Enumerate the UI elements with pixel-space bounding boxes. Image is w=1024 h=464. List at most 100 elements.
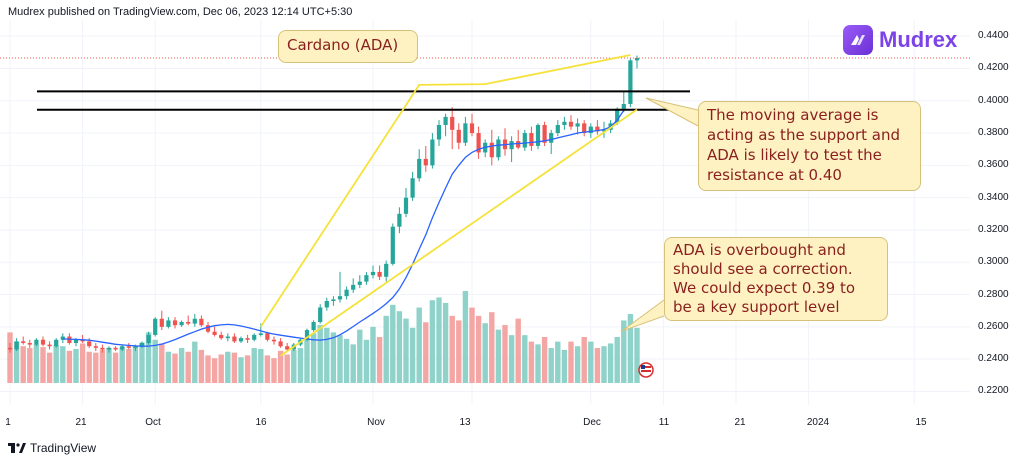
volume-bar: [304, 338, 310, 383]
volume-bar: [145, 332, 152, 383]
candle-body: [555, 124, 560, 134]
candle-body: [304, 330, 310, 340]
candle-body: [54, 339, 59, 347]
candle-body: [601, 129, 607, 132]
candle-body: [186, 321, 191, 324]
y-tick-label: 0.3400: [978, 191, 1009, 203]
y-tick-label: 0.3600: [978, 159, 1009, 171]
candle-body: [166, 320, 171, 327]
candle-body: [621, 103, 626, 109]
candle-body: [357, 281, 362, 285]
published-header: Mudrex published on TradingView.com, Dec…: [8, 6, 353, 18]
candle-body: [212, 331, 217, 335]
candle-body: [219, 334, 224, 339]
volume-bar: [139, 342, 145, 383]
volume-bar: [165, 351, 172, 383]
volume-bar: [251, 348, 257, 383]
volume-bar: [238, 357, 244, 383]
volume-bar: [607, 343, 614, 383]
candle-body: [377, 271, 382, 277]
candle-body: [73, 339, 79, 343]
candle-body: [331, 299, 336, 302]
volume-bar: [185, 351, 191, 383]
volume-bar: [79, 343, 86, 383]
volume-bar: [594, 348, 601, 383]
candle-body: [265, 333, 270, 340]
volume-bars: [7, 291, 640, 383]
note-line: ADA is likely to test the: [707, 146, 882, 164]
volume-bar: [350, 344, 356, 383]
volume-bar: [73, 348, 79, 383]
volume-bar: [271, 358, 277, 383]
y-tick-label: 0.4400: [978, 30, 1009, 42]
volume-bar: [363, 339, 370, 383]
candle-body: [469, 123, 475, 134]
volume-bar: [172, 353, 178, 383]
brand-name: Mudrex: [879, 27, 958, 52]
volume-bar: [152, 339, 158, 383]
volume-bar: [132, 346, 139, 383]
x-tick-label: 11: [658, 417, 670, 428]
candle-body: [14, 341, 19, 350]
volume-bar: [126, 348, 132, 383]
y-tick-label: 0.3000: [978, 256, 1009, 268]
candle-body: [21, 341, 26, 343]
volume-bar: [53, 345, 59, 383]
candle-body: [384, 263, 389, 277]
volume-bar: [416, 307, 422, 383]
note-line: ADA is overbought and: [673, 241, 846, 259]
candle-body: [450, 116, 455, 130]
volume-bar: [258, 348, 264, 383]
candle-body: [311, 321, 316, 331]
volume-bar: [449, 315, 455, 383]
candle-body: [40, 339, 46, 345]
volume-bar: [574, 346, 581, 383]
candle-body: [318, 307, 323, 322]
volume-bar: [291, 349, 297, 383]
candle-body: [535, 124, 541, 146]
candle-body: [463, 123, 468, 143]
volume-bar: [390, 304, 396, 383]
candle-body: [337, 296, 343, 300]
volume-bar: [475, 315, 482, 383]
moving-average-line: [62, 110, 625, 347]
candle-body: [146, 334, 151, 343]
candle-body: [403, 197, 409, 214]
overbought-note: ADA is overbought and should see a corre…: [664, 237, 888, 321]
candle-body: [397, 213, 402, 227]
candle-body: [93, 346, 98, 348]
volume-bar: [568, 341, 574, 383]
volume-bar: [264, 355, 271, 383]
volume-bar: [370, 326, 376, 383]
volume-bar: [621, 320, 627, 383]
volume-bar: [462, 291, 469, 383]
candle-body: [582, 123, 587, 134]
candle-body: [370, 271, 376, 276]
volume-bar: [436, 297, 442, 383]
candle-body: [509, 141, 514, 150]
volume-bar: [159, 343, 165, 383]
candle-body: [271, 339, 277, 342]
candle-body: [100, 347, 105, 350]
volume-bar: [482, 323, 488, 383]
volume-bar: [634, 327, 640, 383]
volume-bar: [27, 348, 33, 383]
volume-bar: [409, 327, 416, 383]
volume-bar: [423, 322, 429, 383]
volume-bar: [310, 333, 317, 383]
volume-bar: [86, 351, 92, 383]
us-flag-icon: [638, 362, 654, 378]
volume-bar: [33, 344, 40, 383]
candle-body: [47, 344, 52, 347]
tradingview-attribution[interactable]: TradingView: [8, 441, 96, 455]
candle-body: [615, 108, 620, 124]
y-tick-label: 0.4000: [978, 94, 1009, 106]
volume-bar: [548, 348, 554, 383]
candle-body: [324, 301, 329, 308]
volume-bar: [528, 341, 535, 383]
volume-bar: [456, 320, 462, 383]
candle-body: [258, 333, 263, 335]
candle-body: [106, 347, 112, 350]
x-tick-label: 2024: [806, 417, 830, 428]
